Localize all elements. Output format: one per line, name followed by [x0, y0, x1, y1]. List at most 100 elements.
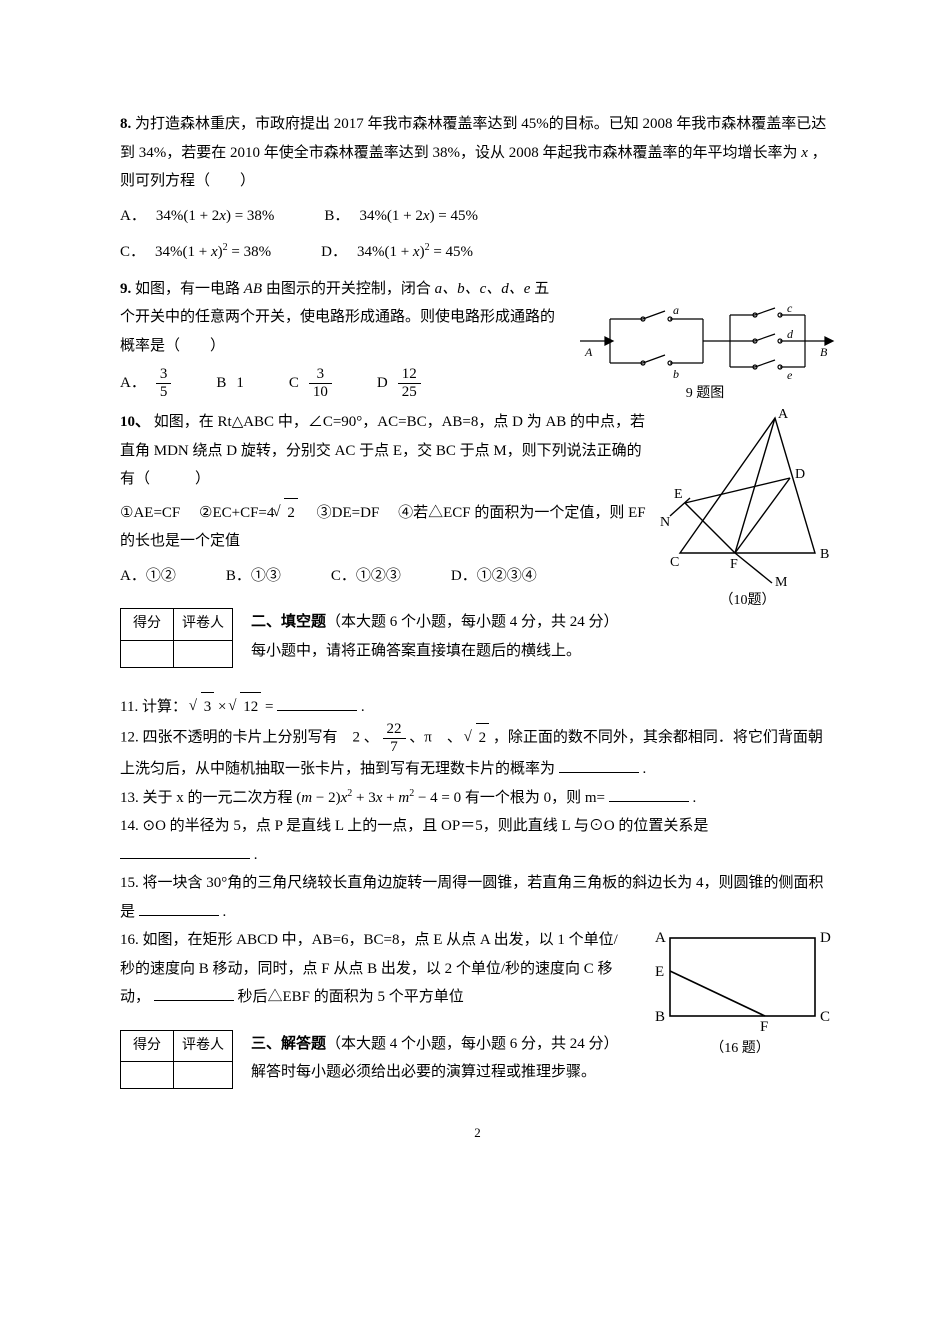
q10-i3: ③DE=DF — [317, 505, 380, 521]
section-3-desc2: 解答时每小题必须给出必要的演算过程或推理步骤。 — [251, 1064, 596, 1080]
q8-options-row1: A． 34%(1 + 2x) = 38% B． 34%(1 + 2x) = 45… — [120, 202, 835, 231]
q11-r1: 3 — [201, 692, 215, 722]
q8-text-a: 为打造森林重庆，市政府提出 2017 年我市森林覆盖率达到 45%的目标。已知 … — [120, 116, 826, 161]
tri-N: N — [660, 515, 670, 530]
q16-figure: A D B C E F （16 题） — [645, 926, 835, 1063]
circuit-label-a: a — [673, 303, 679, 317]
q12-blank — [559, 757, 639, 773]
question-13: 13. 关于 x 的一元二次方程 (m − 2)x2 + 3x + m2 − 4… — [120, 784, 835, 813]
tri-A: A — [778, 408, 789, 422]
score-h1: 得分 — [121, 609, 174, 641]
q8-var: x — [801, 145, 808, 161]
q8-c-tail: = 38% — [228, 244, 271, 260]
q13-text-a: 关于 x 的一元二次方程 — [143, 790, 293, 806]
question-16-block: 16. 如图，在矩形 ABCD 中，AB=6，BC=8，点 E 从点 A 出发，… — [120, 926, 835, 1107]
q9-opt-b: B 1 — [216, 366, 244, 400]
q11-op: × — [218, 699, 226, 715]
question-10-block: 10、 如图，在 Rt△ABC 中，∠C=90°，AC=BC，AB=8，点 D … — [120, 408, 835, 686]
rect-B: B — [655, 1009, 665, 1025]
q8-c-l: 34%(1 + — [155, 244, 211, 260]
q8-opt-a-label: A． — [120, 202, 146, 231]
q13-number: 13. — [120, 790, 139, 806]
question-10: 10、 如图，在 Rt△ABC 中，∠C=90°，AC=BC，AB=8，点 D … — [120, 408, 646, 686]
q9-vars: a、b、c、d、e — [435, 281, 531, 297]
q9-text-a: 如图，有一电路 — [135, 281, 240, 297]
q8-b-r: ) = 45% — [430, 208, 478, 224]
section-2-header: 得分评卷人 二、填空题（本大题 6 个小题，每小题 4 分，共 24 分） 每小… — [120, 608, 646, 668]
score3-h1: 得分 — [121, 1030, 174, 1062]
q8-b-l: 34%(1 + 2 — [359, 208, 422, 224]
q10-opt-a: A．①② — [120, 562, 176, 591]
tri-E: E — [674, 487, 683, 502]
q8-opt-a: A． 34%(1 + 2x) = 38% — [120, 202, 274, 231]
rect-A: A — [655, 930, 666, 946]
q9-b-val: 1 — [236, 369, 244, 398]
q9-d-den: 25 — [398, 384, 421, 401]
q9-text-b: 由图示的开关控制，闭合 — [266, 281, 431, 297]
q10-figure: A B C D E F M N （10题） — [660, 408, 835, 615]
question-16: 16. 如图，在矩形 ABCD 中，AB=6，BC=8，点 E 从点 A 出发，… — [120, 926, 631, 1107]
q8-opt-b: B． 34%(1 + 2x) = 45% — [324, 202, 478, 231]
q12-text-d: . — [643, 761, 647, 777]
q11-text: 计算： — [142, 699, 187, 715]
score-table-3: 得分评卷人 — [120, 1030, 233, 1090]
tri-M: M — [775, 575, 788, 588]
q9-a-den: 5 — [156, 384, 172, 401]
section-3-title-block: 三、解答题（本大题 4 个小题，每小题 6 分，共 24 分） 解答时每小题必须… — [251, 1030, 619, 1087]
q15-blank — [139, 900, 219, 916]
rect-F: F — [760, 1019, 768, 1035]
q12-number: 12. — [120, 730, 139, 746]
circuit-diagram-icon: A B a b c d e — [575, 301, 835, 381]
q9-opt-d: D 1225 — [377, 366, 421, 400]
score3-h2: 评卷人 — [174, 1030, 233, 1062]
exam-page: 8. 为打造森林重庆，市政府提出 2017 年我市森林覆盖率达到 45%的目标。… — [0, 0, 945, 1186]
q9-opt-a: A． 35 — [120, 366, 171, 400]
q16-fig-caption: （16 题） — [645, 1036, 835, 1063]
q13-text-b: 有一个根为 0，则 m= — [465, 790, 605, 806]
q8-opt-d: D． 34%(1 + x)2 = 45% — [321, 238, 473, 267]
rect-E: E — [655, 964, 664, 980]
q9-c-den: 10 — [309, 384, 332, 401]
q9-options: A． 35 B 1 C 310 D 1225 — [120, 366, 561, 400]
q12-text-a: 四张不透明的卡片上分别写有 2 、 — [143, 730, 379, 746]
q10-fig-caption: （10题） — [660, 588, 835, 615]
q9-number: 9. — [120, 281, 131, 297]
q15-number: 15. — [120, 875, 139, 891]
rectangle-diagram-icon: A D B C E F — [645, 926, 835, 1036]
q14-text-a: ⊙O 的半径为 5，点 P 是直线 L 上的一点，且 OP＝5，则此直线 L 与… — [143, 818, 709, 834]
section-3-desc1: （本大题 4 个小题，每小题 6 分，共 24 分） — [326, 1036, 619, 1052]
q9-c-num: 3 — [309, 366, 332, 384]
q15-text-b: . — [223, 904, 227, 920]
tri-C: C — [670, 555, 679, 570]
q11-blank — [277, 695, 357, 711]
section-2-desc1: （本大题 6 个小题，每小题 4 分，共 24 分） — [326, 614, 619, 630]
rect-C: C — [820, 1009, 830, 1025]
q9-b-label: B — [216, 369, 226, 398]
question-14: 14. ⊙O 的半径为 5，点 P 是直线 L 上的一点，且 OP＝5，则此直线… — [120, 812, 835, 869]
q10-text: 如图，在 Rt△ABC 中，∠C=90°，AC=BC，AB=8，点 D 为 AB… — [120, 414, 645, 487]
q10-options: A．①② B．①③ C．①②③ D．①②③④ — [120, 562, 646, 591]
q16-text-b: 秒后△EBF 的面积为 5 个平方单位 — [238, 989, 464, 1005]
q11-r2: 12 — [240, 692, 261, 722]
q12-num: 22 — [383, 721, 406, 739]
q13-m3: + — [382, 790, 398, 806]
section-2-title: 二、填空题 — [251, 614, 326, 630]
q10-items: ①AE=CF ②EC+CF=42 ③DE=DF ④若△ECF 的面积为一个定值，… — [120, 498, 646, 556]
circuit-label-A: A — [584, 345, 593, 359]
q13-v1: m — [301, 790, 312, 806]
q13-m1: − 2) — [312, 790, 340, 806]
question-11: 11. 计算： 3 × 12 = . — [120, 692, 835, 722]
q9-fig-caption: 9 题图 — [575, 381, 835, 408]
q9-a-label: A． — [120, 369, 146, 398]
circuit-label-c: c — [787, 301, 793, 315]
page-number: 2 — [120, 1121, 835, 1146]
q9-var1: AB — [244, 281, 262, 297]
q11-number: 11. — [120, 699, 138, 715]
question-9: 9. 如图，有一电路 AB 由图示的开关控制，闭合 a、b、c、d、e 五个开关… — [120, 275, 835, 409]
q8-d-l: 34%(1 + — [357, 244, 413, 260]
q16-blank — [154, 985, 234, 1001]
q8-d-v: x — [413, 244, 420, 260]
q12-rad: 2 — [476, 723, 490, 753]
score3-blank-1 — [121, 1062, 174, 1089]
q9-a-num: 3 — [156, 366, 172, 384]
